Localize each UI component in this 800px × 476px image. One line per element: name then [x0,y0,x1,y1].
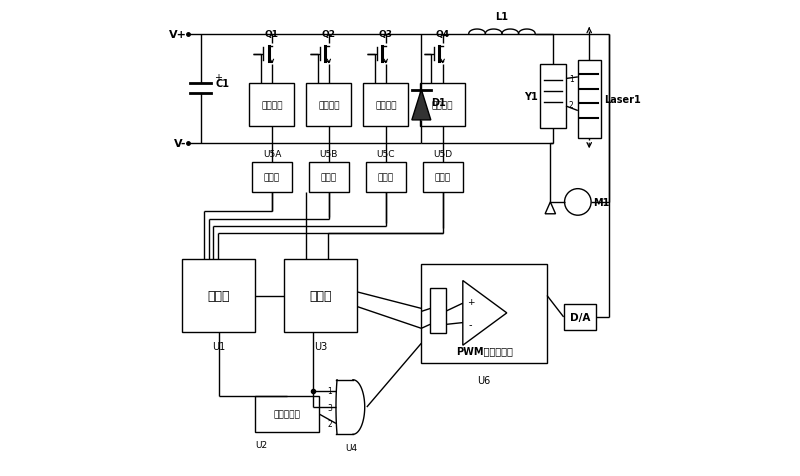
Bar [255,397,319,432]
Text: Q2: Q2 [322,30,336,39]
Text: 3: 3 [327,403,332,412]
Text: 计数器: 计数器 [310,289,332,302]
Text: U6: U6 [478,375,490,385]
Text: Q4: Q4 [436,30,450,39]
Text: Laser1: Laser1 [604,95,641,105]
Text: Y1: Y1 [524,92,538,102]
Bar [366,162,406,193]
Bar [309,162,349,193]
Text: 门电路: 门电路 [264,173,280,182]
Text: PWM信号生成器: PWM信号生成器 [456,346,513,356]
Text: U4: U4 [346,443,358,452]
Text: 译码器: 译码器 [207,289,230,302]
Text: D/A: D/A [570,312,590,322]
Bar [252,162,292,193]
Text: 隔离驱动: 隔离驱动 [318,101,340,110]
Text: C1: C1 [215,79,229,89]
Text: -: - [469,320,473,330]
Bar [430,289,446,334]
Text: 隔离驱动: 隔离驱动 [432,101,454,110]
Bar [250,84,294,127]
Text: U5A: U5A [262,149,281,159]
Bar [182,259,255,333]
Text: +: + [467,297,474,306]
Text: L1: L1 [495,12,509,22]
Text: 门电路: 门电路 [434,173,450,182]
Text: Q1: Q1 [265,30,279,39]
Bar [422,162,463,193]
Text: U2: U2 [255,441,267,449]
Text: V-: V- [174,139,186,149]
Text: U5D: U5D [433,149,452,159]
Text: 门电路: 门电路 [321,173,337,182]
Bar [420,84,466,127]
Text: 1: 1 [327,387,332,396]
Text: 2: 2 [569,100,574,109]
Bar [578,60,601,139]
Text: 1: 1 [569,75,574,84]
Text: 2: 2 [327,419,332,428]
Bar [306,84,351,127]
Text: Q3: Q3 [378,30,393,39]
Text: M1: M1 [594,198,610,208]
Text: +: + [214,73,222,83]
Bar [363,84,408,127]
Text: 隔离驱动: 隔离驱动 [375,101,397,110]
Text: U1: U1 [212,341,226,351]
Text: V+: V+ [169,30,186,40]
Bar [540,65,566,129]
Bar [564,304,596,330]
Text: 门组合电路: 门组合电路 [274,410,301,419]
Bar [422,264,547,363]
Text: U5B: U5B [320,149,338,159]
Text: 门电路: 门电路 [378,173,394,182]
Text: U5C: U5C [377,149,395,159]
Text: 隔离驱动: 隔离驱动 [262,101,282,110]
Polygon shape [412,90,431,120]
Text: U3: U3 [314,341,327,351]
Text: D1: D1 [431,98,446,108]
Bar [284,259,358,333]
